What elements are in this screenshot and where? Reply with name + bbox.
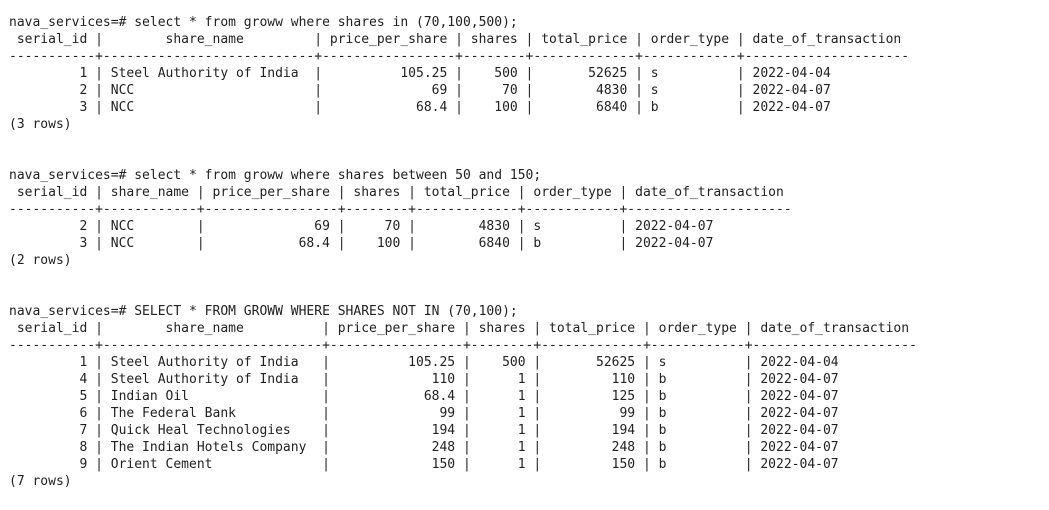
table-row: 1 | Steel Authority of India | 105.25 | … [9,66,831,81]
table-row: 9 | Orient Cement | 150 | 1 | 150 | b | … [9,457,839,472]
table-separator: -----------+----------------------------… [9,338,917,353]
table-separator: -----------+---------------------------+… [9,49,910,64]
query-result-block-2: nava_services=# select * from groww wher… [9,167,1045,286]
table-row: 4 | Steel Authority of India | 110 | 1 |… [9,372,839,387]
table-header: serial_id | share_name | price_per_share… [9,32,902,47]
query-prompt: nava_services=# select * from groww wher… [9,168,542,183]
blank-line [9,133,1045,150]
table-row: 3 | NCC | 68.4 | 100 | 6840 | b | 2022-0… [9,100,831,115]
table-header: serial_id | share_name | price_per_share… [9,321,910,336]
blank-line [9,269,1045,286]
query-prompt: nava_services=# SELECT * FROM GROWW WHER… [9,304,518,319]
query-prompt: nava_services=# select * from groww wher… [9,15,518,30]
table-row: 6 | The Federal Bank | 99 | 1 | 99 | b |… [9,406,839,421]
table-separator: -----------+------------+---------------… [9,202,792,217]
table-row: 2 | NCC | 69 | 70 | 4830 | s | 2022-04-0… [9,219,714,234]
query-result-block-1: nava_services=# select * from groww wher… [9,14,1045,150]
table-row: 8 | The Indian Hotels Company | 248 | 1 … [9,440,839,455]
table-row: 2 | NCC | 69 | 70 | 4830 | s | 2022-04-0… [9,83,831,98]
table-row: 7 | Quick Heal Technologies | 194 | 1 | … [9,423,839,438]
table-row: 3 | NCC | 68.4 | 100 | 6840 | b | 2022-0… [9,236,714,251]
query-result-block-3: nava_services=# SELECT * FROM GROWW WHER… [9,303,1045,490]
table-row: 1 | Steel Authority of India | 105.25 | … [9,355,839,370]
row-count: (2 rows) [9,253,72,268]
table-row: 5 | Indian Oil | 68.4 | 1 | 125 | b | 20… [9,389,839,404]
psql-terminal-output: nava_services=# select * from groww wher… [9,14,1045,490]
row-count: (7 rows) [9,474,72,489]
table-header: serial_id | share_name | price_per_share… [9,185,784,200]
row-count: (3 rows) [9,117,72,132]
